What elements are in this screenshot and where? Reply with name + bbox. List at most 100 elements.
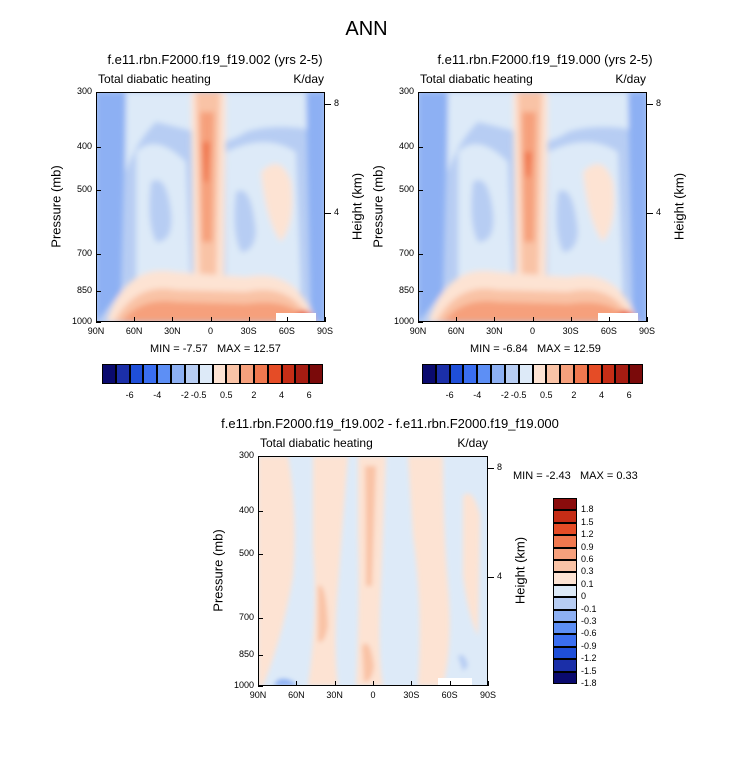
p2-region-nh-polar (418, 92, 448, 322)
height-tick-label: 4 (656, 206, 662, 217)
lat-tick-label: 30N (164, 326, 181, 336)
colorbar-label: 6 (626, 390, 632, 400)
lat-tick-label: 60N (288, 690, 305, 700)
lat-tick-mark (532, 317, 534, 322)
lat-tick-mark (286, 317, 288, 322)
p1-region-nh-polar (96, 92, 126, 322)
pressure-tick-mark (96, 92, 101, 93)
pressure-tick-label: 1000 (71, 316, 92, 326)
panel-2-title: f.e11.rbn.F2000.f19_f19.000 (yrs 2-5) (437, 52, 653, 67)
lat-tick-mark (325, 317, 326, 322)
colorbar-swatch (553, 609, 577, 622)
colorbar-swatch (226, 364, 241, 384)
p2-region-blue-sh (556, 190, 578, 252)
pressure-tick-mark (418, 290, 423, 292)
panel-1-heatmap (96, 92, 325, 322)
colorbar-swatch (491, 364, 505, 384)
colorbar-swatch (629, 364, 643, 384)
panel-1-min-label: MIN = (150, 343, 180, 355)
colorbar-swatch (129, 364, 144, 384)
pressure-tick-mark (258, 510, 263, 512)
colorbar-swatch (553, 597, 577, 610)
colorbar-swatch (198, 364, 213, 384)
lat-tick-label: 90N (87, 326, 105, 336)
panel-3-units: K/day (457, 436, 488, 450)
lat-tick-mark (456, 317, 458, 322)
colorbar-swatch (553, 510, 577, 523)
p3-region-warm-sh-edge (463, 493, 480, 636)
colorbar-label: 1.8 (581, 504, 594, 515)
lat-tick-mark (418, 317, 419, 322)
colorbar-swatch (171, 364, 185, 384)
lat-tick-label: 90S (638, 326, 655, 336)
lat-tick-mark (248, 317, 250, 322)
lat-tick-label: 90S (479, 690, 496, 700)
height-tick-mark (488, 576, 494, 578)
colorbar-label: 2 (571, 390, 577, 400)
colorbar-label: 1.5 (581, 516, 594, 527)
colorbar-label: -0.6 (581, 628, 597, 639)
panel-2-max-label: MAX = (536, 343, 571, 355)
colorbar-swatch (435, 364, 450, 384)
colorbar-swatch (553, 671, 577, 684)
height-tick-mark (325, 212, 331, 214)
p1-region-tropical-peak (202, 142, 210, 182)
p1-region-blue-sh (234, 190, 256, 252)
pressure-tick-label: 1000 (393, 316, 414, 326)
colorbar-label: -4 (473, 390, 482, 400)
pressure-tick-mark (96, 322, 101, 323)
panel-3-field-label: Total diabatic heating (260, 436, 373, 450)
colorbar-label: 0.1 (581, 578, 594, 589)
pressure-tick-label: 300 (238, 450, 254, 460)
p3-region-warm-nh-edge (258, 456, 295, 686)
colorbar-swatch (157, 364, 172, 384)
lat-tick-mark (172, 317, 174, 322)
lat-tick-mark (488, 681, 489, 686)
pressure-tick-label: 400 (398, 140, 414, 151)
colorbar-swatch (267, 364, 282, 384)
panel-2-stats: MIN = -6.84 MAX = 12.59 (470, 343, 601, 355)
pressure-tick-mark (258, 654, 263, 656)
colorbar-swatch (553, 584, 577, 598)
lat-tick-mark (296, 681, 298, 686)
pressure-tick-mark (96, 189, 101, 191)
lat-tick-mark (449, 681, 451, 686)
p3-region-cool-surface (273, 678, 298, 686)
pressure-tick-label: 300 (398, 86, 414, 96)
pressure-tick-label: 500 (76, 183, 92, 194)
pressure-tick-mark (418, 146, 423, 148)
colorbar-label: 0.5 (220, 390, 233, 400)
pressure-tick-mark (258, 617, 263, 619)
lat-tick-label: 90N (249, 690, 267, 700)
pressure-tick-label: 500 (238, 547, 254, 558)
colorbar-label: 0.5 (540, 390, 553, 400)
lat-tick-label: 90N (409, 326, 427, 336)
pressure-axis-label: Pressure (mb) (370, 165, 386, 248)
colorbar-swatch (553, 634, 577, 647)
pressure-tick-mark (418, 189, 423, 191)
colorbar-swatch (553, 646, 577, 660)
p3-region-warm-tropics-core (365, 466, 376, 586)
lat-tick-mark (570, 317, 572, 322)
lat-tick-label: 60S (600, 326, 617, 336)
colorbar-label: 0.6 (581, 554, 594, 564)
pressure-tick-label: 500 (398, 183, 414, 194)
colorbar-swatch (143, 364, 158, 384)
lat-tick-label: 30S (240, 326, 257, 336)
colorbar-label: -0.9 (581, 640, 597, 651)
height-tick-mark (488, 467, 494, 469)
colorbar-swatch (587, 364, 602, 384)
colorbar-swatch (240, 364, 254, 384)
panel-1-min-value: -7.57 (182, 343, 208, 355)
pressure-tick-mark (418, 253, 423, 255)
pressure-tick-label: 850 (76, 284, 92, 295)
colorbar-label: 2 (251, 390, 257, 400)
p1-region-warm-sh (261, 164, 293, 242)
pressure-tick-label: 400 (238, 504, 254, 515)
height-tick-label: 8 (656, 97, 662, 108)
pressure-tick-label: 1000 (233, 680, 254, 690)
p3-region-cool-sh (458, 655, 468, 671)
colorbar-label: -0.1 (581, 603, 597, 614)
colorbar-swatch (553, 572, 577, 585)
pressure-tick-label: 700 (76, 247, 92, 258)
